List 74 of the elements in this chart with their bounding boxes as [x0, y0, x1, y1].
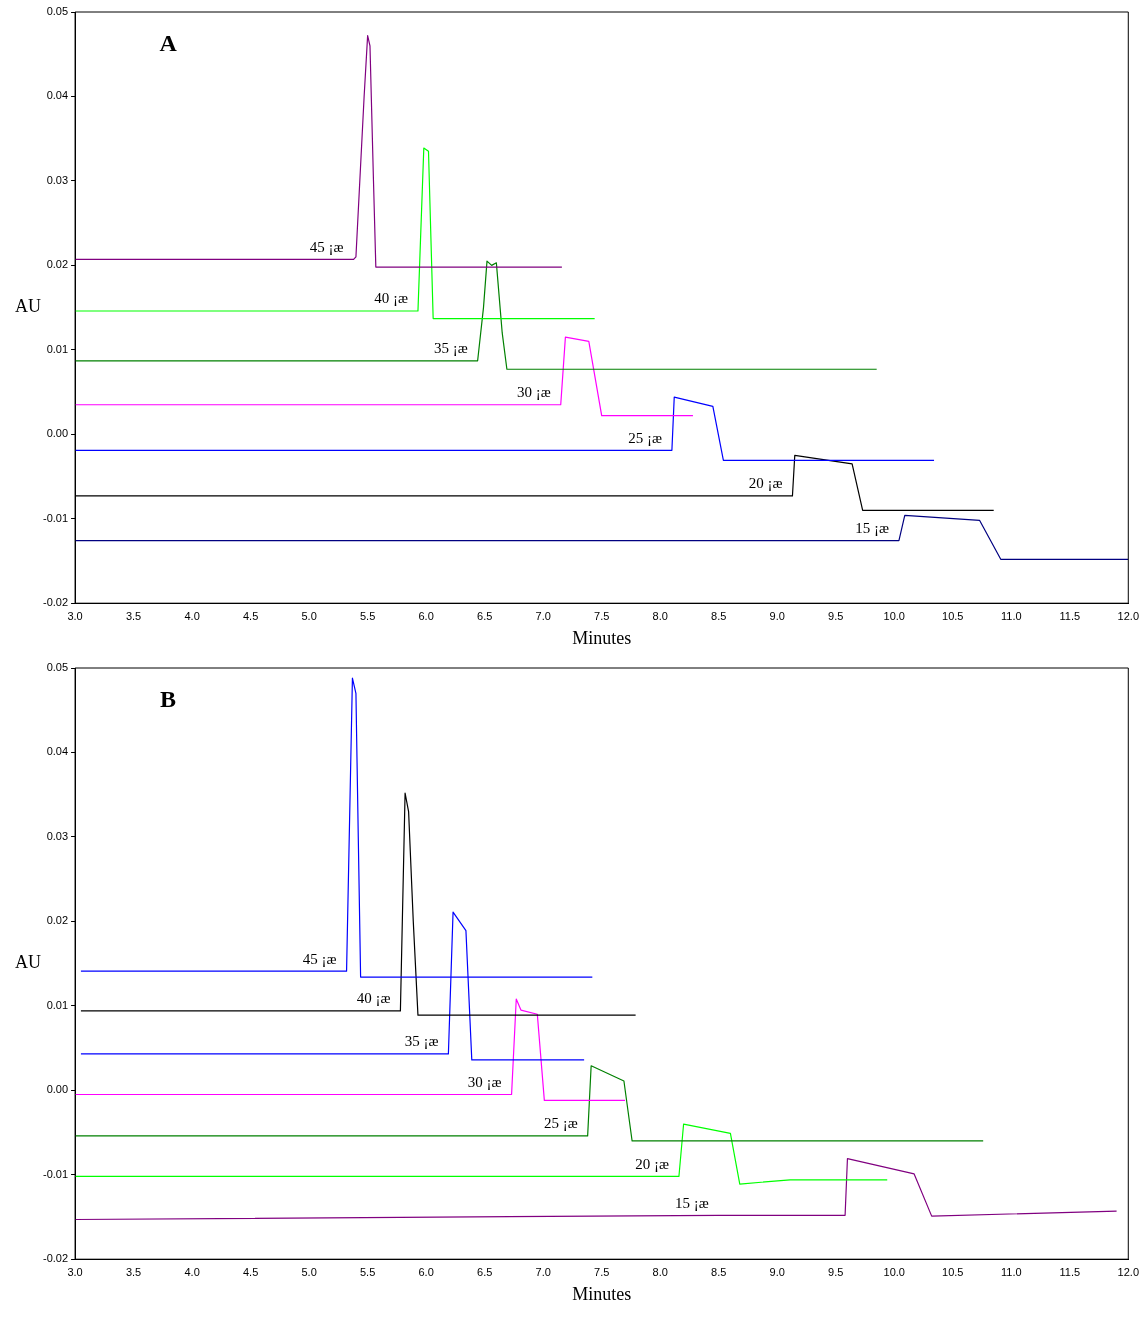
y-tick-label: 0.02	[46, 914, 69, 927]
x-tick-label: 6.0	[418, 1265, 434, 1278]
x-axis-title: Minutes	[572, 1283, 632, 1304]
x-tick-label: 5.0	[301, 609, 317, 622]
y-axis-title: AU	[15, 952, 41, 973]
series-label: 35 ¡æ	[404, 1033, 439, 1050]
x-tick-label: 9.5	[828, 1265, 844, 1278]
x-tick-label: 8.5	[711, 609, 727, 622]
x-tick-label: 6.0	[418, 609, 434, 622]
series-label: 30 ¡æ	[516, 384, 551, 401]
series-label: 20 ¡æ	[748, 475, 783, 492]
y-tick-label: 0.01	[46, 998, 69, 1011]
x-tick-label: 9.0	[769, 609, 785, 622]
x-tick-label: 11.0	[1000, 609, 1022, 622]
series-label: 35 ¡æ	[433, 340, 468, 357]
x-tick-label: 3.5	[125, 609, 142, 622]
x-tick-label: 10.5	[942, 1265, 964, 1278]
y-axis-title: AU	[15, 296, 41, 317]
x-tick-label: 11.5	[1059, 609, 1081, 622]
y-tick-label: 0.05	[46, 661, 69, 674]
text: B	[160, 686, 177, 713]
x-tick-label: 10.0	[883, 1265, 905, 1278]
y-tick-label: 0.02	[46, 258, 69, 271]
x-tick-label: 10.0	[883, 609, 905, 622]
x-tick-label: 3.0	[67, 1265, 83, 1278]
y-tick-label: -0.02	[42, 1252, 69, 1265]
series-label: 40 ¡æ	[356, 990, 391, 1007]
x-tick-label: 5.0	[301, 1265, 317, 1278]
series-label: 45 ¡æ	[309, 238, 344, 255]
series-label: 45 ¡æ	[302, 950, 337, 967]
x-tick-label: 3.0	[67, 609, 83, 622]
x-axis-title: Minutes	[572, 627, 632, 648]
x-tick-label: 8.5	[711, 1265, 727, 1278]
series-label: 20 ¡æ	[635, 1155, 669, 1172]
x-tick-label: 7.5	[594, 1265, 610, 1278]
x-tick-label: 6.5	[477, 609, 493, 622]
x-tick-label: 7.5	[594, 609, 610, 622]
series-label: 15 ¡æ	[674, 1194, 709, 1211]
y-tick-label: 0.01	[46, 342, 69, 355]
x-tick-label: 9.0	[769, 1265, 785, 1278]
x-tick-label: 3.5	[125, 1265, 142, 1278]
x-tick-label: 7.0	[535, 609, 551, 622]
y-tick-label: -0.01	[42, 511, 69, 524]
x-tick-label: 11.5	[1059, 1265, 1081, 1278]
y-tick-label: 0.03	[46, 173, 69, 186]
x-tick-label: 4.5	[242, 1265, 259, 1278]
series-label: 25 ¡æ	[543, 1115, 578, 1132]
y-tick-label: 0.00	[46, 427, 69, 440]
x-tick-label: 5.5	[359, 609, 376, 622]
x-tick-label: 10.5	[942, 609, 964, 622]
x-tick-label: 4.0	[184, 1265, 200, 1278]
x-tick-label: 4.0	[184, 609, 200, 622]
series-label: 15 ¡æ	[855, 520, 889, 537]
text: A	[159, 30, 178, 57]
x-tick-label: 6.5	[477, 1265, 493, 1278]
y-tick-label: 0.05	[46, 5, 69, 18]
x-tick-label: 12.0	[1117, 609, 1140, 622]
y-tick-label: -0.02	[42, 596, 69, 609]
x-tick-label: 5.5	[359, 1265, 376, 1278]
y-tick-label: 0.03	[46, 829, 69, 842]
series-label: 30 ¡æ	[467, 1073, 502, 1090]
y-tick-label: 0.04	[46, 89, 69, 102]
x-tick-label: 8.0	[652, 609, 668, 622]
x-tick-label: 12.0	[1117, 1265, 1140, 1278]
x-tick-label: 9.5	[828, 609, 844, 622]
x-tick-label: 4.5	[242, 609, 259, 622]
x-tick-label: 11.0	[1000, 1265, 1022, 1278]
y-tick-label: 0.00	[46, 1083, 69, 1096]
x-tick-label: 7.0	[535, 1265, 551, 1278]
y-tick-label: -0.01	[42, 1167, 69, 1180]
x-tick-label: 8.0	[652, 1265, 668, 1278]
series-label: 40 ¡æ	[374, 290, 408, 307]
y-tick-label: 0.04	[46, 745, 69, 758]
series-label: 25 ¡æ	[628, 429, 662, 446]
